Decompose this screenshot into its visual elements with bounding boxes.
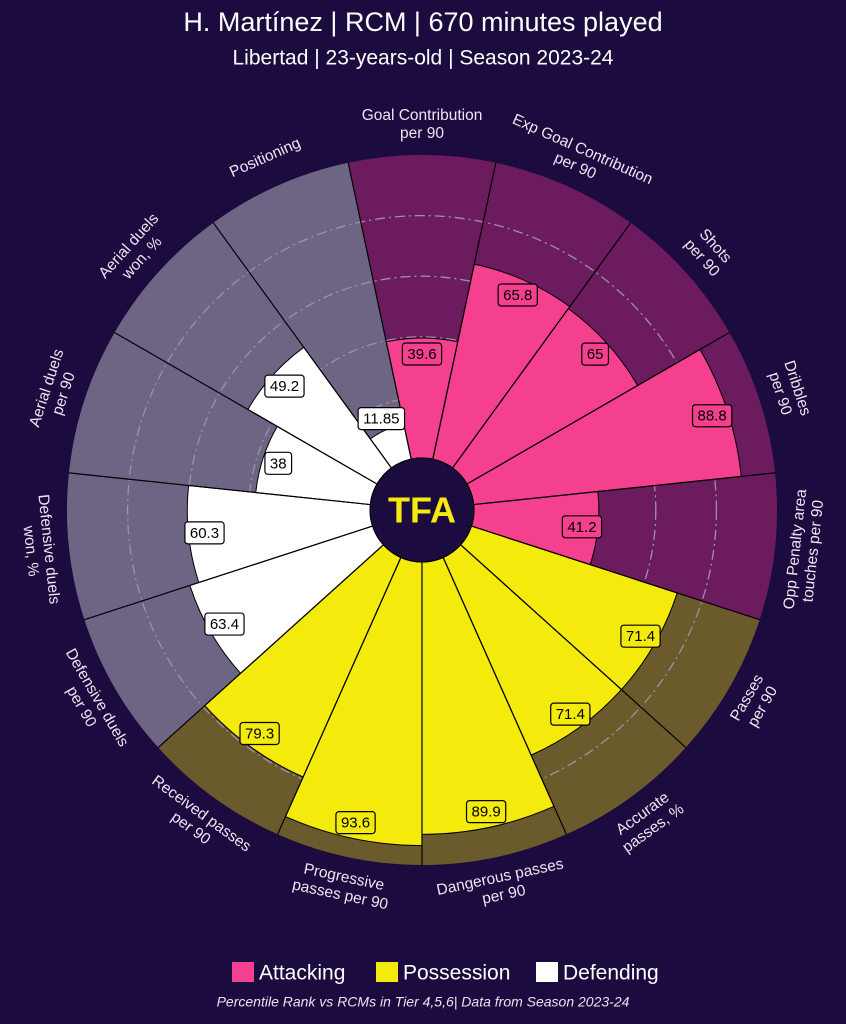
value-label-box: [550, 702, 591, 726]
value-label-box: [401, 342, 443, 366]
chart-subtitle: Libertad | 23-years-old | Season 2023-24: [233, 47, 614, 70]
value-label-box: [465, 800, 507, 824]
legend-swatch: [536, 962, 558, 982]
slice-divider: [466, 331, 730, 485]
value-label: 38: [270, 455, 287, 472]
value-label: 71.4: [626, 628, 655, 645]
category-label: Goal Contribution per 90: [362, 107, 483, 142]
value-label-box: [335, 811, 376, 835]
slice-divider: [277, 557, 402, 835]
value-label-box: [581, 342, 610, 366]
logo-circle: [369, 457, 475, 563]
value-label: 89.9: [472, 804, 501, 821]
value-label-box: [561, 515, 603, 539]
slice-divider: [460, 544, 687, 748]
legend: Attacking Possession Defending: [232, 962, 659, 985]
value-label-box: [357, 407, 406, 431]
value-label: 71.4: [556, 706, 585, 723]
value-label: 88.8: [698, 408, 727, 425]
slice-divider: [157, 544, 384, 748]
slice-divider: [84, 525, 373, 621]
legend-label: Possession: [403, 962, 510, 985]
slice-divider: [471, 525, 760, 621]
logo-text: TFA: [388, 490, 456, 531]
category-label: Aerial duelsper 90: [26, 347, 84, 435]
value-label-box: [620, 624, 661, 648]
slice-divider: [452, 222, 632, 469]
value-label: 11.85: [363, 411, 399, 428]
value-label-box: [497, 283, 538, 307]
legend-swatch: [376, 962, 398, 982]
slice-divider: [473, 472, 776, 506]
slice-background: [348, 154, 496, 460]
value-label: 39.6: [407, 346, 436, 363]
chart-title: H. Martínez | RCM | 670 minutes played: [183, 7, 662, 37]
value-label-box: [691, 404, 733, 428]
slice-divider: [442, 557, 567, 835]
value-label-box: [264, 451, 293, 475]
value-label: 41.2: [567, 519, 596, 536]
legend-swatch: [232, 962, 254, 982]
wheel: 39.6 65.8 65 88.8 41.2 71.4 71.4 89.9 93.6 79.3 63…: [19, 107, 827, 913]
value-label: 65: [587, 346, 604, 363]
value-label: 63.4: [210, 616, 239, 633]
value-label: 65.8: [503, 287, 532, 304]
value-label-box: [264, 374, 305, 398]
legend-label: Attacking: [259, 962, 345, 985]
value-label-box: [184, 521, 225, 545]
slice-background: [213, 162, 412, 468]
value-label: 60.3: [190, 525, 219, 542]
value-label: 49.2: [270, 378, 299, 395]
slice-divider: [114, 331, 378, 485]
value-label: 93.6: [341, 815, 370, 832]
value-label: 79.3: [245, 725, 274, 742]
slice-divider: [432, 162, 497, 460]
legend-label: Defending: [563, 962, 659, 985]
slice-divider: [68, 472, 371, 506]
footer-note: Percentile Rank vs RCMs in Tier 4,5,6| D…: [217, 994, 630, 1010]
value-label-box: [204, 612, 245, 636]
value-label-box: [239, 721, 280, 746]
